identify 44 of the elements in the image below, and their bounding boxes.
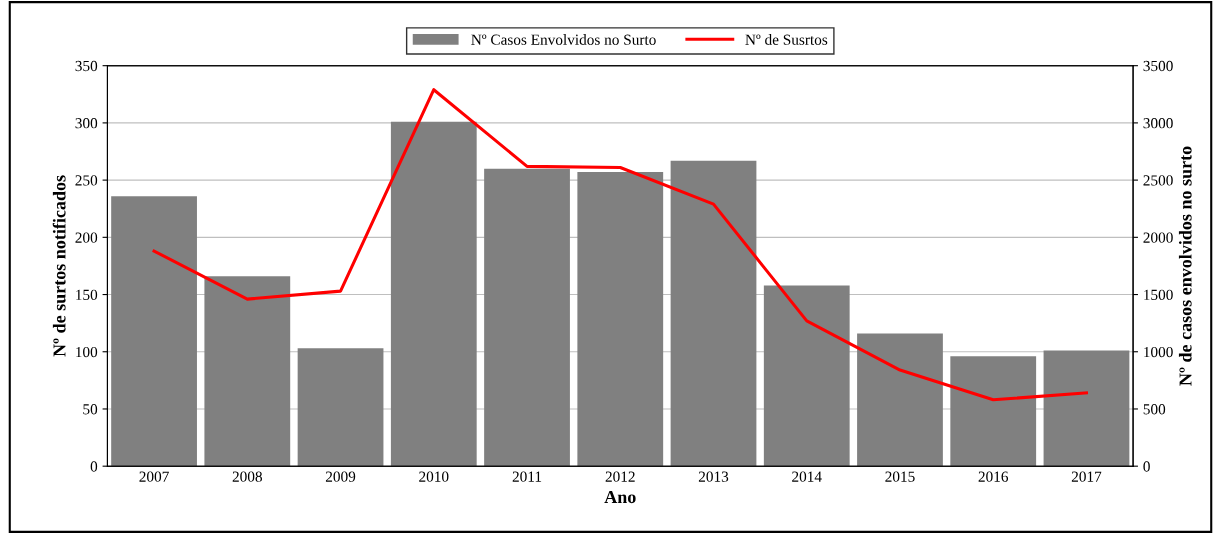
bar [111, 196, 197, 467]
legend-label: Nº de Susrtos [745, 34, 828, 45]
y2-tick-label: 1500 [1144, 289, 1173, 300]
bar [577, 172, 664, 467]
y-tick-label: 200 [75, 232, 98, 243]
x-tick-label: 2015 [885, 471, 915, 482]
y-axis-title: Nº de surtos notificados [52, 175, 66, 357]
y-tick-label: 350 [75, 60, 98, 72]
bar [484, 168, 570, 467]
bar [950, 356, 1037, 467]
x-tick-label: 2012 [605, 471, 635, 482]
y2-tick-label: 0 [1143, 461, 1150, 472]
y2-tick-label: 1000 [1144, 346, 1173, 358]
y2-tick-label: 3500 [1143, 60, 1173, 72]
y2-axis-title: Nº de casos envolvidos no surto [1178, 146, 1192, 386]
x-tick-label: 2013 [698, 471, 729, 482]
y-tick-label: 250 [75, 175, 98, 186]
x-tick-label: 2017 [1071, 471, 1102, 482]
legend-label: Nº Casos Envolvidos no Surto [471, 34, 656, 45]
x-tick-label: 2014 [792, 471, 822, 482]
x-tick-label: 2010 [419, 471, 449, 482]
x-tick-label: 2008 [232, 471, 262, 482]
x-tick-label: 2016 [978, 471, 1009, 482]
x-tick-label: 2007 [139, 471, 169, 482]
x-tick-label: 2011 [512, 471, 542, 482]
y2-tick-label: 500 [1143, 404, 1166, 415]
bar [390, 121, 477, 467]
bar [670, 160, 757, 467]
bar [763, 285, 850, 467]
y-tick-label: 50 [83, 404, 98, 415]
bar [204, 276, 291, 467]
y-tick-label: 0 [90, 461, 98, 472]
y-tick-label: 300 [75, 118, 98, 129]
x-tick-label: 2009 [325, 471, 356, 482]
bar [1043, 350, 1130, 467]
y2-tick-label: 3000 [1143, 118, 1173, 129]
y2-tick-label: 2500 [1143, 175, 1173, 186]
x-axis-title: Ano [604, 491, 636, 504]
line-series [152, 88, 1088, 402]
bar [857, 333, 943, 467]
y-tick-label: 100 [76, 346, 98, 358]
bar [297, 348, 384, 467]
y2-tick-label: 2000 [1143, 232, 1173, 243]
y-tick-label: 150 [76, 289, 98, 300]
